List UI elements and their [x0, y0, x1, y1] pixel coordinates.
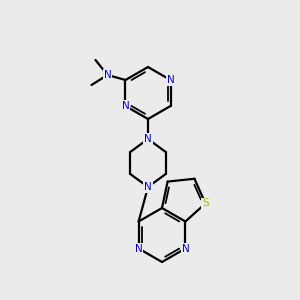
- Text: N: N: [103, 70, 111, 80]
- Text: N: N: [182, 244, 189, 254]
- Text: N: N: [144, 182, 152, 192]
- Text: N: N: [144, 134, 152, 144]
- Text: N: N: [167, 75, 174, 85]
- Text: N: N: [122, 101, 129, 111]
- Text: S: S: [202, 198, 209, 208]
- Text: N: N: [135, 244, 142, 254]
